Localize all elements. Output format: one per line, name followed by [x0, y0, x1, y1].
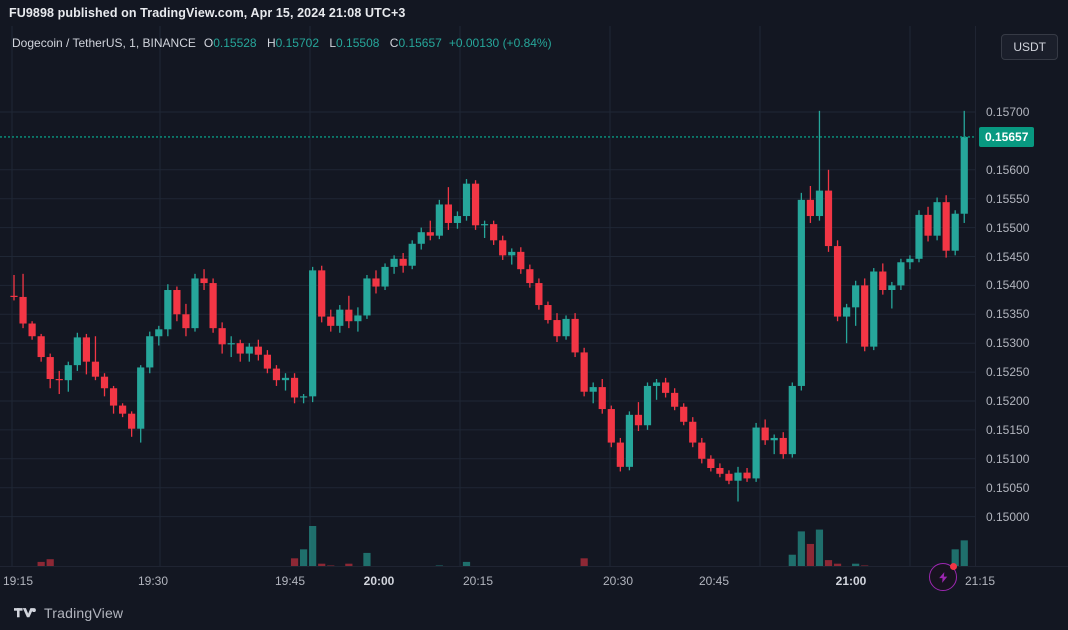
chart-frame: Dogecoin / TetherUS, 1, BINANCE O0.15528… [0, 26, 1068, 597]
time-tick-label: 19:45 [274, 574, 306, 588]
price-tick-label: 0.15250 [986, 365, 1030, 380]
time-tick-label: 20:00 [363, 574, 395, 588]
price-tick-label: 0.15600 [986, 162, 1030, 177]
time-tick-label: 21:00 [835, 574, 867, 588]
price-axis[interactable]: 0.15700 0.15600 0.15550 0.15500 0.15450 0.154… [975, 26, 1068, 566]
time-tick-label: 19:15 [2, 574, 34, 588]
time-tick-label: 20:15 [462, 574, 494, 588]
legend-open-label: O [203, 36, 214, 50]
candlestick-chart [0, 26, 975, 566]
price-tick-label: 0.15000 [986, 509, 1030, 524]
price-tick-label: 0.15500 [986, 220, 1030, 235]
legend-change: +0.00130 (+0.84%) [448, 36, 552, 50]
lightning-bolt-icon[interactable] [929, 563, 957, 591]
time-tick-label: 20:30 [602, 574, 634, 588]
time-axis[interactable]: 19:15 19:30 19:45 20:00 20:15 20:30 20:45 21:00… [0, 566, 1068, 597]
price-tick-label: 0.15150 [986, 422, 1030, 437]
legend-open-value: 0.15528 [213, 36, 257, 50]
tradingview-logo-icon [14, 608, 36, 618]
legend-high-label: H [266, 36, 276, 50]
price-tick-label: 0.15300 [986, 336, 1030, 351]
price-tick-label: 0.15450 [986, 249, 1030, 264]
time-tick-label: 20:45 [698, 574, 730, 588]
legend-close-value: 0.15657 [398, 36, 442, 50]
price-tick-label: 0.15550 [986, 191, 1030, 206]
legend-close-label: C [389, 36, 399, 50]
legend-symbol[interactable]: Dogecoin / TetherUS, 1, BINANCE [12, 36, 196, 50]
price-tick-label: 0.15050 [986, 480, 1030, 495]
tradingview-brand-bar: TradingView [0, 596, 1068, 630]
legend-low-value: 0.15508 [336, 36, 380, 50]
price-tick-label: 0.15400 [986, 278, 1030, 293]
chart-plot-area[interactable] [0, 26, 975, 566]
time-tick-label: 21:15 [964, 574, 996, 588]
price-tick-label: 0.15350 [986, 307, 1030, 322]
tradingview-brand-name: TradingView [44, 605, 124, 621]
chart-legend: Dogecoin / TetherUS, 1, BINANCE O0.15528… [12, 36, 552, 50]
attribution-text: FU9898 published on TradingView.com, Apr… [9, 6, 406, 20]
legend-low-label: L [329, 36, 337, 50]
currency-badge[interactable]: USDT [1001, 34, 1058, 60]
price-tick-label: 0.15700 [986, 105, 1030, 119]
notification-dot [950, 563, 957, 570]
current-price-label[interactable]: 0.15657 [979, 126, 1035, 147]
legend-ohlc: O0.15528 H0.15702 L0.15508 C0.15657 [204, 36, 442, 50]
legend-high-value: 0.15702 [275, 36, 320, 50]
price-tick-label: 0.15100 [986, 451, 1030, 466]
price-tick-label: 0.15200 [986, 394, 1030, 408]
attribution-bar: FU9898 published on TradingView.com, Apr… [0, 0, 1068, 26]
time-tick-label: 19:30 [137, 574, 169, 588]
